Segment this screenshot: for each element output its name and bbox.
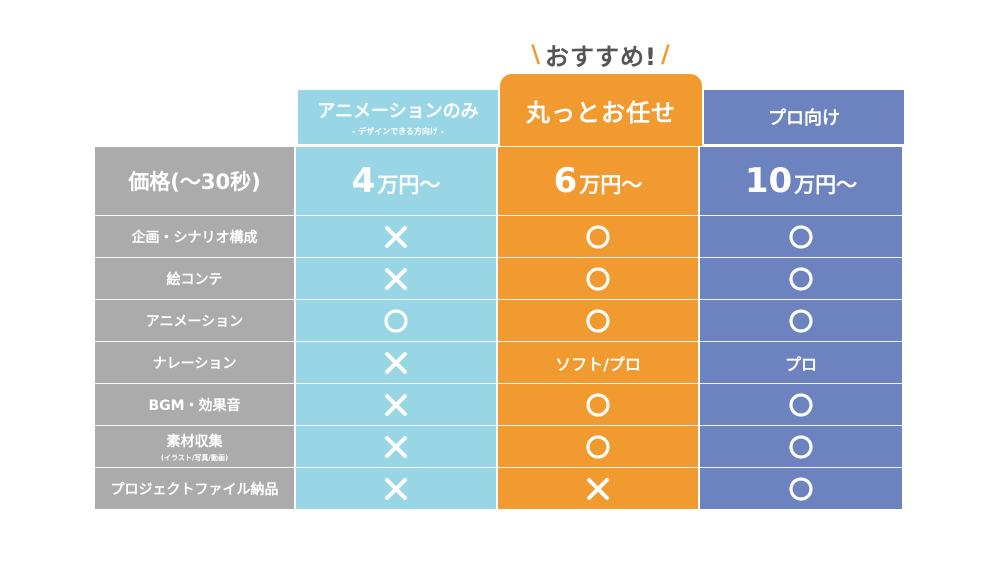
circle-icon — [586, 308, 610, 333]
cell-animation-only — [296, 257, 498, 299]
cell-full-service — [498, 383, 700, 425]
cell-animation-only — [296, 383, 498, 425]
recommend-banner: \ おすすめ! / — [500, 36, 702, 72]
cell-animation-only — [296, 299, 498, 341]
row-label: BGM・効果音 — [95, 383, 296, 425]
row-label-text: アニメーション — [145, 313, 244, 330]
row-label: プロジェクトファイル納品 — [95, 467, 296, 509]
circle-icon — [789, 392, 813, 417]
price-full-service: 6 万円〜 — [498, 146, 700, 215]
header-animation-only: アニメーションのみ - デザインできる方向け - — [298, 90, 498, 144]
header-full-service: 丸っとお任せ — [500, 74, 702, 146]
circle-icon — [789, 224, 813, 249]
row-label-text: 絵コンテ — [166, 271, 223, 288]
row-label-text: ナレーション — [152, 355, 237, 372]
row-label-text: 素材収集 — [166, 433, 223, 450]
price-number: 10 — [744, 161, 793, 201]
cell-pro — [700, 215, 902, 257]
circle-icon — [789, 476, 813, 501]
recommend-text: おすすめ! — [545, 42, 657, 71]
header-full-service-title: 丸っとお任せ — [526, 98, 676, 127]
cell-pro: プロ — [700, 341, 902, 383]
recommend-right-slash: / — [660, 40, 671, 68]
cell-full-service — [498, 299, 700, 341]
cell-pro — [700, 299, 902, 341]
row-label: 絵コンテ — [95, 257, 296, 299]
cell-pro — [700, 257, 902, 299]
header-animation-only-subtitle: - デザインできる方向け - — [351, 127, 445, 136]
row-label-text: 企画・シナリオ構成 — [131, 229, 258, 246]
row-label: 素材収集 (イラスト/写真/動画) — [95, 425, 296, 467]
cell-pro — [700, 467, 902, 509]
cell-full-service — [498, 467, 700, 509]
cross-icon — [385, 393, 407, 416]
cross-icon — [385, 351, 407, 374]
recommend-left-slash: \ — [531, 40, 542, 68]
cell-pro — [700, 383, 902, 425]
circle-icon — [384, 308, 408, 333]
price-animation-only: 4 万円〜 — [296, 146, 498, 215]
cell-full-service — [498, 425, 700, 467]
cell-text: ソフト/プロ — [555, 354, 641, 374]
cross-icon — [385, 435, 407, 458]
cross-icon — [587, 477, 609, 500]
circle-icon — [586, 392, 610, 417]
circle-icon — [789, 266, 813, 291]
price-unit: 万円〜 — [794, 173, 858, 197]
comparison-table: 価格(〜30秒) 4 万円〜 6 万円〜 10 万円〜 企画・シナリオ構成 絵コンテ アニ… — [95, 146, 902, 509]
row-label: アニメーション — [95, 299, 296, 341]
cell-full-service: ソフト/プロ — [498, 341, 700, 383]
cell-animation-only — [296, 341, 498, 383]
price-label: 価格(〜30秒) — [95, 146, 296, 215]
header-animation-only-title: アニメーションのみ — [317, 101, 479, 122]
cell-animation-only — [296, 425, 498, 467]
cell-animation-only — [296, 467, 498, 509]
circle-icon — [789, 308, 813, 333]
cell-animation-only — [296, 215, 498, 257]
price-unit: 万円〜 — [377, 173, 441, 197]
cell-text: プロ — [784, 354, 817, 374]
price-unit: 万円〜 — [579, 173, 643, 197]
price-number: 6 — [553, 161, 578, 201]
row-label-text: プロジェクトファイル納品 — [110, 481, 279, 498]
cell-pro — [700, 425, 902, 467]
price-number: 4 — [351, 161, 376, 201]
row-label-text: BGM・効果音 — [148, 397, 241, 414]
circle-icon — [789, 434, 813, 459]
circle-icon — [586, 266, 610, 291]
price-pro: 10 万円〜 — [700, 146, 902, 215]
cross-icon — [385, 267, 407, 290]
cross-icon — [385, 477, 407, 500]
row-label: ナレーション — [95, 341, 296, 383]
header-pro: プロ向け — [704, 90, 904, 144]
cell-full-service — [498, 215, 700, 257]
cell-full-service — [498, 257, 700, 299]
header-pro-title: プロ向け — [768, 108, 840, 129]
circle-icon — [586, 434, 610, 459]
cross-icon — [385, 225, 407, 248]
circle-icon — [586, 224, 610, 249]
row-label-note: (イラスト/写真/動画) — [160, 453, 229, 462]
row-label: 企画・シナリオ構成 — [95, 215, 296, 257]
